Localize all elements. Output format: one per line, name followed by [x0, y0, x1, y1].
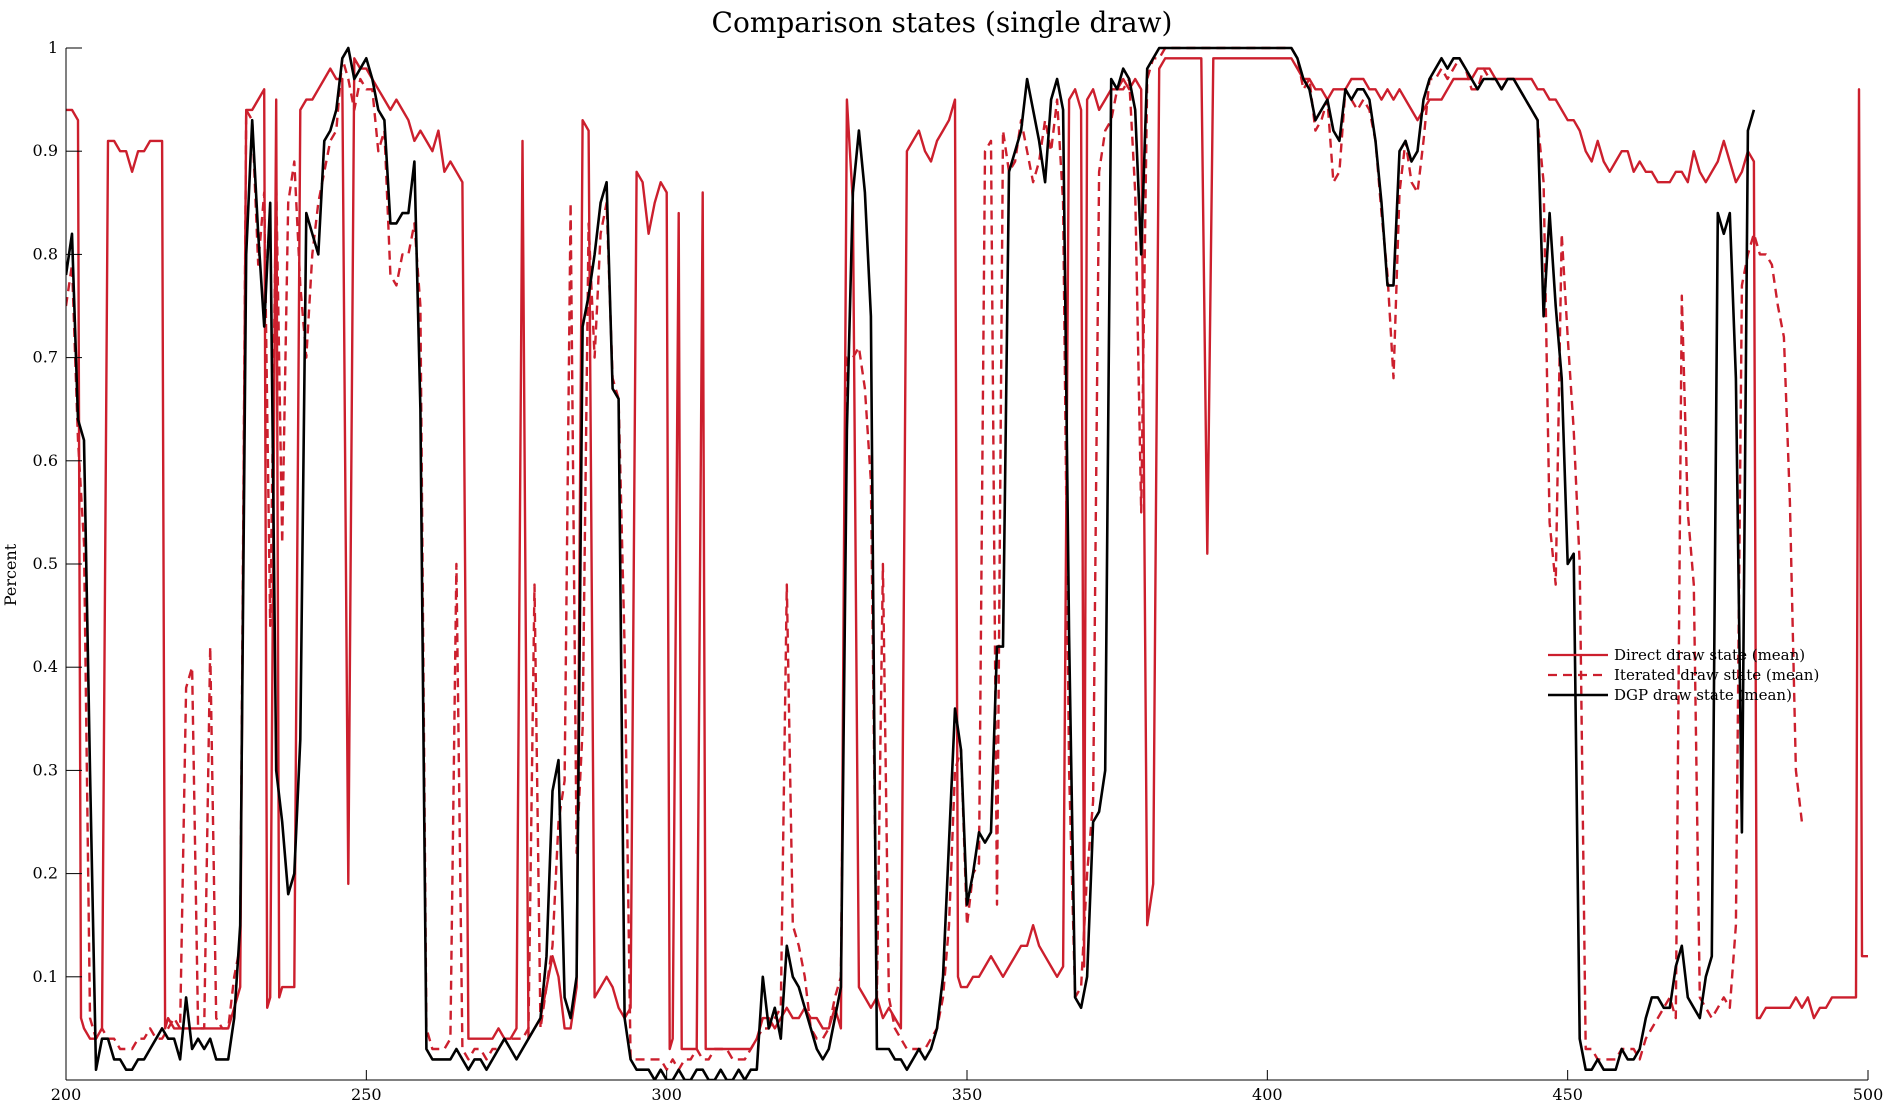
x-tick-label: 250	[351, 1085, 382, 1104]
series-line-1	[66, 57, 1868, 1051]
series-line-2	[66, 46, 1804, 1071]
y-tick-label: 0.9	[33, 141, 58, 160]
y-tick-label: 0.2	[33, 864, 58, 883]
legend-label: Iterated draw state (mean)	[1614, 666, 1819, 684]
x-tick-label: 200	[51, 1085, 82, 1104]
x-tick-label: 350	[952, 1085, 983, 1104]
y-axis-label: Percent	[1, 543, 20, 606]
x-axis: 200 250 300 350 400 450 500	[51, 1070, 1884, 1104]
legend-label: DGP draw state (mean)	[1614, 686, 1792, 704]
y-tick-label: 0.8	[33, 244, 58, 263]
series-line-3	[66, 46, 1756, 1080]
legend: Direct draw state (mean) Iterated draw st…	[1548, 646, 1819, 704]
y-tick-label: 1	[48, 38, 58, 57]
x-tick-label: 450	[1552, 1085, 1583, 1104]
x-tick-label: 400	[1252, 1085, 1283, 1104]
legend-label: Direct draw state (mean)	[1614, 646, 1805, 664]
chart-title: Comparison states (single draw)	[712, 6, 1173, 39]
y-tick-label: 0.5	[33, 554, 58, 573]
x-tick-label: 300	[651, 1085, 682, 1104]
y-tick-label: 0.4	[33, 657, 58, 676]
y-axis: 0.1 0.2 0.3 0.4 0.5 0.6 0.7 0.8 0.9 1	[33, 38, 82, 1080]
plot-area	[66, 46, 1868, 1080]
y-tick-label: 0.3	[33, 760, 58, 779]
y-tick-label: 0.6	[33, 451, 58, 470]
x-tick-label: 500	[1853, 1085, 1884, 1104]
y-tick-label: 0.7	[33, 348, 58, 367]
y-tick-label: 0.1	[33, 967, 58, 986]
